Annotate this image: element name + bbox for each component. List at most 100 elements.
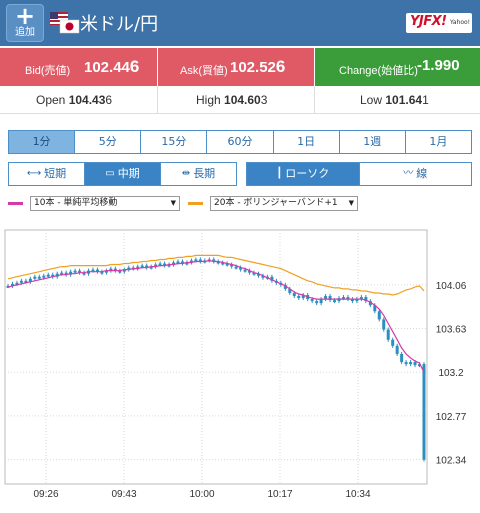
yjfx-logo: YJFX! Yahoo! [406,13,472,33]
line-style-button[interactable]: 〰線 [359,163,471,185]
candle-body [364,297,368,302]
range-short-button[interactable]: ⟷ 短期 [9,163,85,185]
candle-body [310,299,314,302]
line-chart-icon: 〰 [403,168,414,179]
logo-text: YJFX! [410,14,447,29]
ma-swatch [8,202,23,205]
candle-body [391,339,395,346]
y-tick-label: 104.06 [436,281,467,292]
bb-select[interactable]: 20本 - ボリンジャーバンド+1 ▼ [210,196,358,211]
candle-body [350,299,354,302]
candlestick-icon: ┃ [276,168,283,179]
tab-1week[interactable]: 1週 [339,131,406,153]
plus-icon: + [14,2,36,30]
candle-body [346,297,350,300]
divider [314,86,315,114]
candle-body [113,268,117,271]
y-tick-label: 103.63 [436,325,467,336]
candle-body [167,264,171,267]
bb-indicator: 20本 - ボリンジャーバンド+1 ▼ [188,196,358,211]
candle-body [301,295,305,299]
candle-body [37,276,41,279]
quote-panel: Bid(売値) 102.446 Ask(買値) 102.526 Change(始… [0,48,480,86]
change-value: -1.990 [417,57,460,74]
candle-body [261,275,265,278]
candle-body [341,297,345,300]
ask-label: Ask(買値) [180,65,228,77]
tab-1day[interactable]: 1日 [273,131,340,153]
long-range-icon: ⇹ [181,168,191,179]
tab-15min[interactable]: 15分 [141,131,208,153]
x-tick-label: 10:00 [189,489,214,500]
plot-area [4,229,428,485]
open-stat: Open 104.436 [36,93,113,107]
candle-body [127,267,131,270]
range-long-button[interactable]: ⇹ 長期 [161,163,236,185]
y-tick-label: 102.34 [436,456,467,467]
add-pair-button[interactable]: + 追加 [6,4,44,42]
candle-body [216,261,220,264]
change-label: Change(始値比) [339,65,418,77]
candle-body [221,262,225,265]
candle-body [288,288,292,293]
tab-5min[interactable]: 5分 [75,131,142,153]
candle-body [189,260,193,263]
divider [157,86,158,114]
candle-body [24,280,28,283]
logo-sub: Yahoo! [450,19,471,26]
candle-body [315,301,319,304]
candle-body [248,270,252,273]
candle-body [180,261,184,264]
bb-swatch [188,202,203,205]
timeframe-tabs: 1分 5分 15分 60分 1日 1週 1月 [8,130,472,154]
tab-1month[interactable]: 1月 [405,131,471,153]
candle-body [78,270,82,273]
candle-body [328,296,332,301]
candle-body [140,265,144,268]
candle-body [359,297,363,300]
candle-body [368,301,372,306]
candle-body [400,353,404,363]
candle-body [46,274,50,277]
add-button-label: 追加 [15,27,35,38]
candle-body [409,362,413,365]
candle-body [158,263,162,266]
candle-body [51,274,55,277]
x-tick-label: 09:26 [33,489,58,500]
candle-body [377,311,381,320]
candle-style-button[interactable]: ┃ ローソク [247,163,360,185]
bid-value: 102.446 [84,57,140,76]
candle-body [283,284,287,289]
candle-body [104,270,108,273]
candle-body [33,276,37,279]
candle-body [230,264,234,267]
bid-box: Bid(売値) 102.446 [0,48,157,86]
candle-body [100,271,104,274]
tab-60min[interactable]: 60分 [207,131,274,153]
range-mid-button[interactable]: ▭ 中期 [85,163,161,185]
candle-body [136,266,140,269]
candle-body [42,275,46,278]
change-box: Change(始値比) -1.990 [315,48,480,86]
ohl-panel: Open 104.436 High 104.603 Low 101.641 [0,86,480,114]
candle-body [60,272,64,275]
candle-body [10,283,14,286]
candle-body [333,300,337,303]
candle-body [118,270,122,273]
candle-body [243,269,247,272]
short-range-icon: ⟷ [26,168,42,179]
candle-body [422,364,426,460]
range-toggle: ⟷ 短期 ▭ 中期 ⇹ 長期 [8,162,237,186]
candle-body [252,272,256,275]
candle-body [163,263,167,266]
bollinger-band-line [7,254,425,296]
candle-body [28,278,32,282]
tab-1min[interactable]: 1分 [9,131,76,153]
candle-body [73,270,77,273]
candle-body [418,364,422,367]
candle-body [324,296,328,300]
candle-body [82,272,86,275]
x-tick-label: 10:34 [345,489,370,500]
ma-select[interactable]: 10本 - 単純平均移動 ▼ [30,196,180,211]
y-tick-label: 102.77 [436,412,467,423]
